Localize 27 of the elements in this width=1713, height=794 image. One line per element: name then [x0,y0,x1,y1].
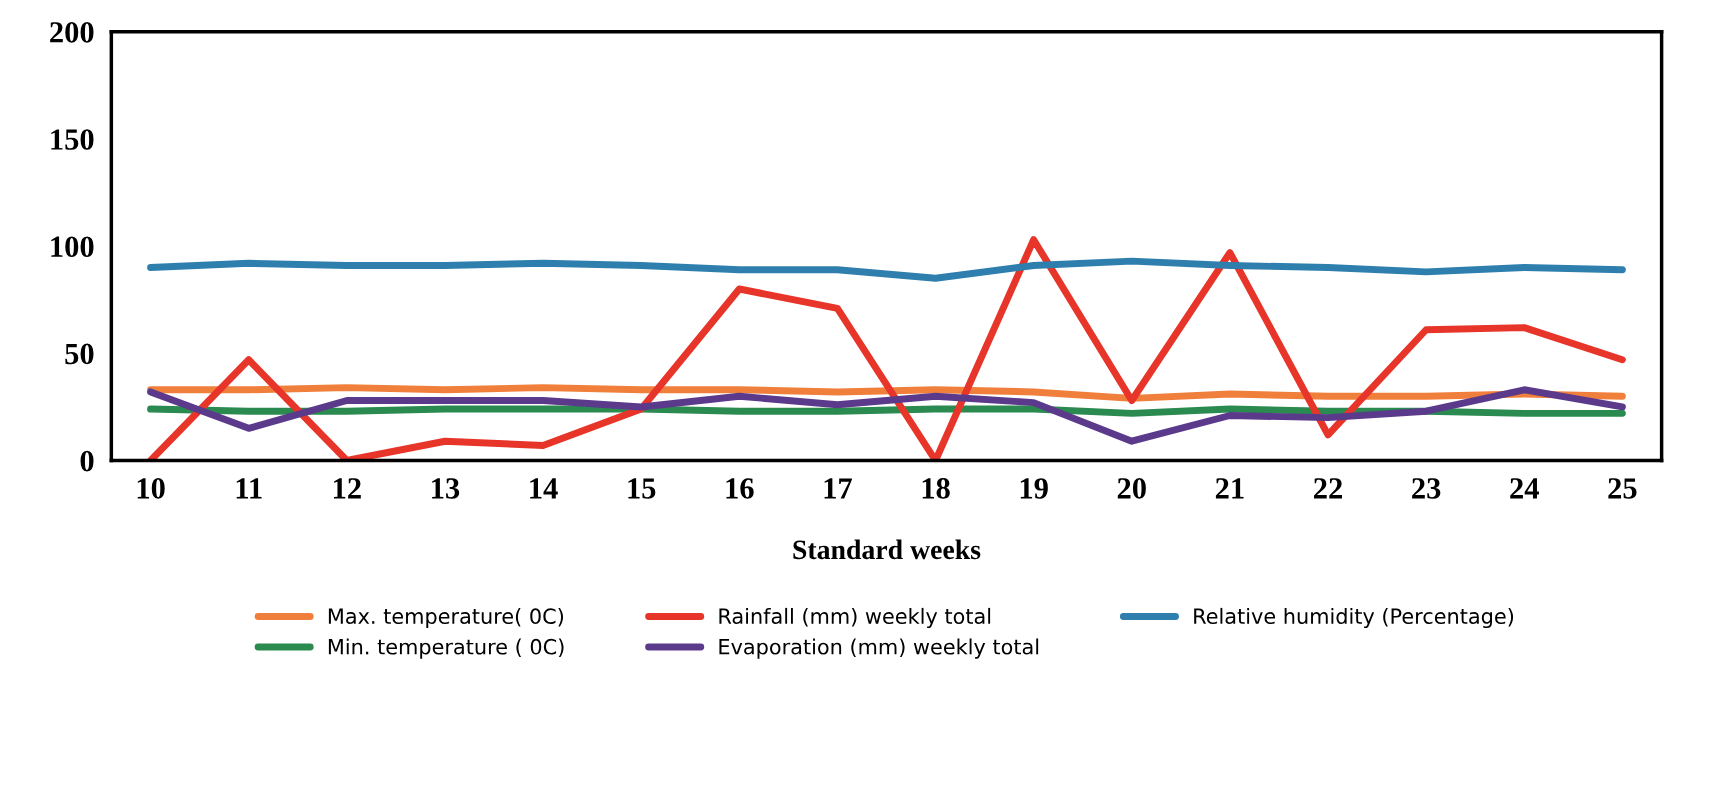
x-tick-label: 21 [1215,478,1244,499]
legend-label: Relative humidity (Percentage) [1194,607,1514,629]
x-tick-label: 25 [1608,478,1637,499]
x-tick-label: 10 [137,478,165,499]
legend-label: Evaporation (mm) weekly total [719,638,1039,659]
x-tick-label: 18 [922,478,950,499]
legend-label: Rainfall (mm) weekly total [719,607,991,629]
x-tick-label: 20 [1117,478,1146,499]
y-tick-label: 50 [65,343,94,365]
legend-label: Min. temperature ( 0C) [328,638,564,659]
legend-label: Max. temperature( 0C) [328,607,564,629]
x-tick-label: 24 [1510,478,1539,499]
x-tick-label: 17 [824,478,852,499]
x-tick-label: 16 [726,478,754,499]
y-tick-label: 150 [51,129,94,150]
x-tick-label: 12 [334,478,361,499]
x-tick-label: 19 [1020,478,1048,499]
y-tick-label: 0 [80,450,94,472]
x-axis-title: Standard weeks [793,539,981,560]
x-tick-label: 11 [236,478,262,499]
x-tick-label: 13 [432,478,460,499]
x-tick-label: 15 [628,478,656,499]
x-tick-label: 23 [1412,478,1441,499]
y-tick-label: 100 [51,236,94,258]
y-tick-label: 200 [50,22,94,43]
x-tick-label: 14 [530,478,558,499]
x-tick-label: 22 [1314,478,1342,499]
